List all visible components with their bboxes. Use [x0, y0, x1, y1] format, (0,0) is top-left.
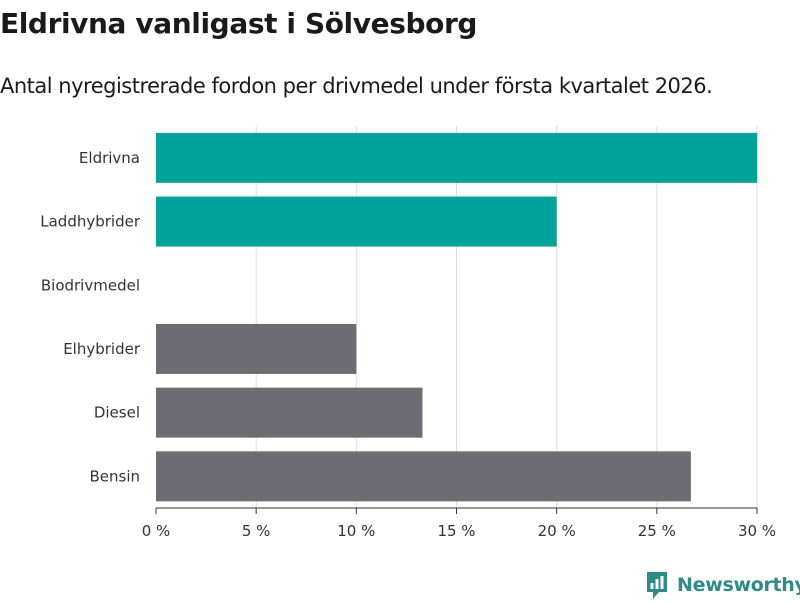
chart-subtitle: Antal nyregistrerade fordon per drivmede… — [0, 74, 713, 98]
category-labels: Eldrivna Laddhybrider Biodrivmedel Elhybrid… — [40, 149, 141, 486]
category-label: Biodrivmedel — [41, 276, 140, 294]
bar — [156, 196, 557, 247]
category-label: Laddhybrider — [40, 213, 141, 231]
x-tick-label: 10 % — [337, 522, 375, 540]
grid-lines — [255, 126, 758, 508]
bar — [156, 387, 423, 438]
x-tick-label: 25 % — [638, 522, 676, 540]
x-tick-label: 20 % — [538, 522, 576, 540]
category-label: Eldrivna — [79, 149, 140, 167]
x-tick-label: 15 % — [437, 522, 475, 540]
x-axis: 0 % 5 % 10 % 15 % 20 % 25 % 30 % — [142, 507, 776, 540]
chart-title: Eldrivna vanligast i Sölvesborg — [0, 7, 477, 40]
category-label: Diesel — [94, 404, 140, 422]
x-tick-label: 30 % — [738, 522, 776, 540]
x-tick-label: 5 % — [242, 522, 271, 540]
newsworthy-logo-icon — [647, 572, 667, 599]
category-label: Bensin — [89, 467, 140, 485]
bars — [156, 132, 757, 502]
brand-logo: Newsworthy — [645, 568, 800, 602]
bar — [156, 451, 691, 502]
bar — [156, 323, 357, 374]
category-label: Elhybrider — [63, 340, 141, 358]
x-tick-label: 0 % — [142, 522, 171, 540]
brand-name: Newsworthy — [677, 574, 800, 596]
bar — [156, 132, 757, 183]
